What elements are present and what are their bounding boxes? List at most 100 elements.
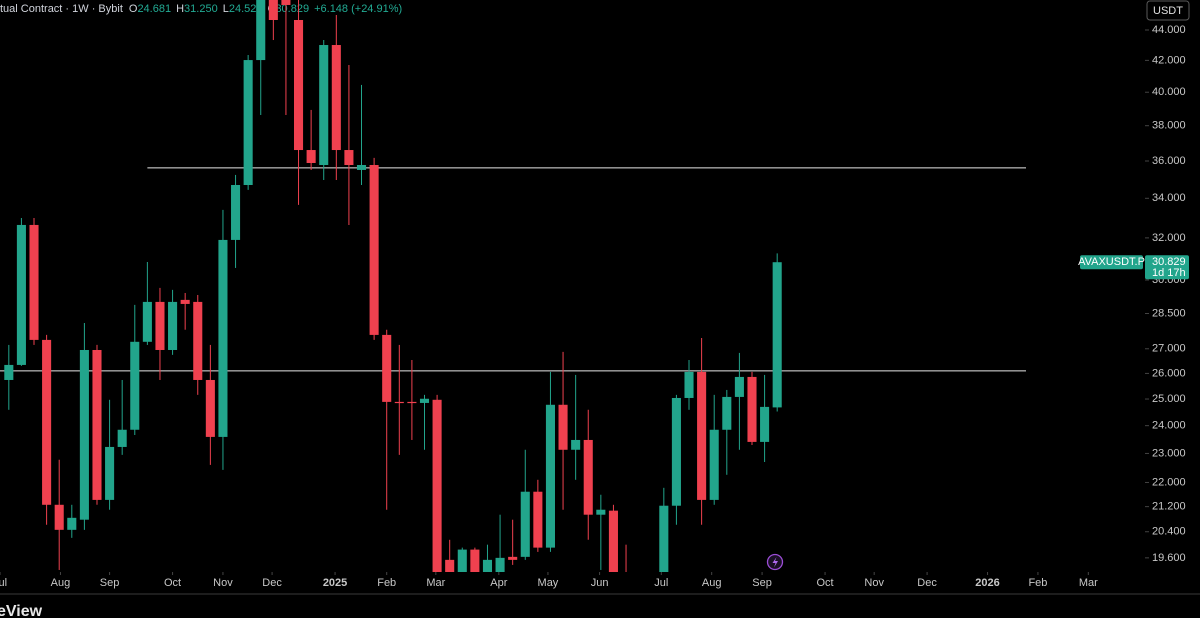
ohlc-key: L [223,3,229,15]
candle-body [193,301,203,380]
x-tick-label: Aug [51,577,71,589]
x-tick-label: 2025 [323,577,347,589]
candle-body [344,150,354,165]
x-tick-label: Jul [654,577,668,589]
currency-label[interactable]: USDT [1153,5,1183,17]
candle-body [445,559,455,572]
y-tick-label: 28.500 [1152,307,1186,319]
candle-body [419,398,430,403]
x-tick-label: Jun [591,577,609,589]
candle-body [4,364,14,380]
candle-body [293,19,304,151]
candle-body [268,0,278,20]
change: +6.148 (+24.91%) [314,3,402,15]
candle-body [457,549,467,572]
candle-body [583,439,593,515]
y-tick-label: 36.000 [1152,155,1186,167]
y-tick-label: 26.000 [1152,367,1186,379]
candle-body [105,446,115,500]
price-tag [1145,255,1189,280]
price-tag-value: 30.829 [1152,256,1186,268]
candle-body [545,404,555,548]
symbol-tag [1080,255,1143,270]
y-tick-label: 25.000 [1152,393,1186,405]
x-tick-label: Feb [377,577,396,589]
candle-body [772,262,782,408]
candle-body [168,301,178,350]
x-tick-label: 2026 [975,577,999,589]
candle-body [432,399,442,572]
x-tick-label: May [538,577,559,589]
y-tick-label: 44.000 [1152,24,1186,36]
price-tag-countdown: 1d 17h [1152,267,1186,279]
candle-body [747,376,757,442]
candle-body [684,371,694,398]
symbol-tag-label: AVAXUSDT.P [1078,256,1145,268]
y-tick-label: 40.000 [1152,86,1186,98]
candle-body [734,376,744,397]
candle-body [92,349,102,500]
candle-body [558,404,568,450]
candle-body [243,60,253,186]
candle-body [331,45,341,151]
candle-body [79,349,89,520]
candle-body [319,45,329,165]
x-tick-label: Mar [426,577,445,589]
candle-body [142,301,152,342]
plot-area [0,0,1026,572]
alert-bolt [772,557,778,568]
candle-body [356,164,367,170]
y-tick-label: 34.000 [1152,192,1186,204]
candle-body [495,557,505,572]
candle-body [709,429,719,500]
candle-body [760,406,770,442]
currency-button[interactable] [1146,0,1190,21]
candle-body [533,491,543,548]
y-tick-label: 27.000 [1152,343,1186,355]
candle-body [155,301,165,350]
ohlc-value: 24.527 [229,3,263,15]
candle-body [697,371,707,500]
candle-body [369,164,379,335]
x-tick-label: Jul [0,577,7,589]
candle-body [508,556,518,560]
x-tick-label: Sep [752,577,772,589]
y-tick-label: 21.200 [1152,501,1186,513]
candle-body [470,549,480,572]
ohlc-value: 30.829 [275,3,309,15]
y-tick-label: 24.000 [1152,420,1186,432]
x-tick-label: Mar [1079,577,1098,589]
candle-body [42,339,52,505]
y-tick-label: 20.400 [1152,526,1186,538]
candle-body [382,334,392,402]
x-tick-label: Sep [100,577,120,589]
x-tick-label: Aug [702,577,722,589]
x-tick-label: Oct [816,577,833,589]
candle-body [608,510,618,572]
candle-body [218,239,228,437]
y-tick-label: 22.000 [1152,476,1186,488]
y-tick-label: 23.000 [1152,447,1186,459]
axes: 44.000 42.000 40.000 38.000 36.000 34.000 32.0… [0,24,1186,589]
candle-body [407,401,417,404]
x-tick-label: Apr [490,577,507,589]
y-tick-label: 32.000 [1152,232,1186,244]
x-tick-label: Nov [864,577,884,589]
candle-body [180,299,190,304]
candle-body [596,509,606,515]
candle-body [671,397,681,506]
symbol-info: tual Contract · 1W · Bybit [0,3,123,15]
candle-body [130,341,140,430]
candle-body [67,517,77,530]
candle-body [231,185,241,240]
candle-body [205,379,215,437]
footer-brand: eView [0,603,43,618]
x-tick-label: Nov [213,577,233,589]
header-legend: tual Contract · 1W · Bybit O24.681 H31.250… [0,3,402,15]
candle-body [281,0,291,5]
x-tick-label: Oct [164,577,181,589]
x-tick-label: Dec [917,577,937,589]
